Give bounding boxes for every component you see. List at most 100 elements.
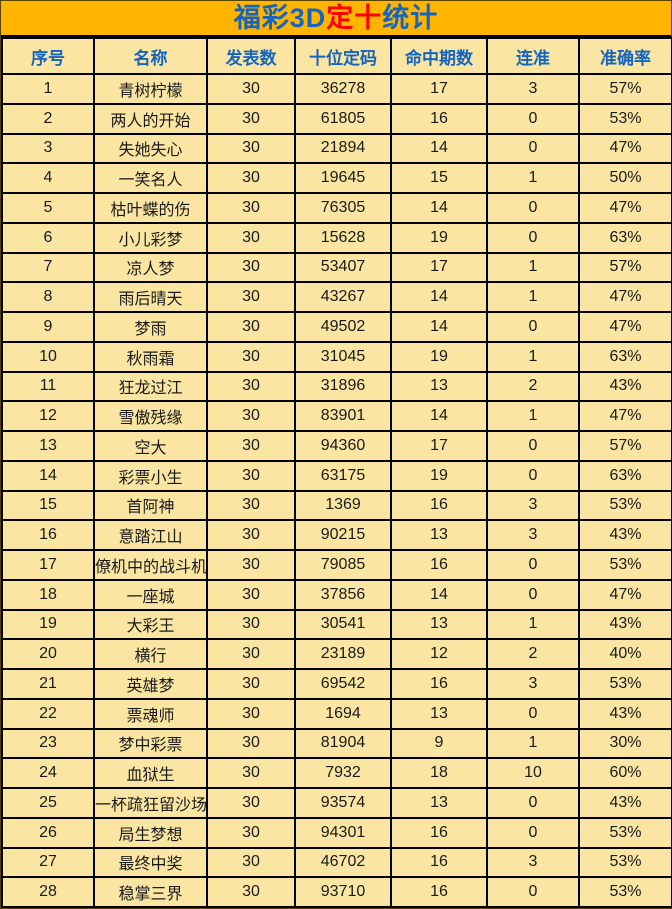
table-cell: 30 <box>206 192 296 224</box>
table-cell: 30 <box>206 340 296 373</box>
column-header: 准确率 <box>578 37 672 75</box>
table-cell: 93574 <box>294 787 392 819</box>
table-cell: 票魂师 <box>93 697 208 730</box>
table-cell: 30 <box>206 370 296 403</box>
table-cell: 19645 <box>294 162 392 194</box>
title-segment-dingshi: 定十 <box>326 3 383 33</box>
table-cell: 47% <box>578 192 672 224</box>
table-row: 7 凉人梦 30 53407 17 1 57% <box>1 251 672 284</box>
table-cell: 0 <box>486 459 580 492</box>
table-cell: 0 <box>486 192 580 224</box>
table-cell: 30541 <box>294 608 392 641</box>
column-header: 连准 <box>486 37 580 75</box>
table-cell: 17 <box>1 549 95 581</box>
table-row: 2 两人的开始 30 61805 16 0 53% <box>1 102 672 135</box>
table-cell: 30 <box>206 221 296 254</box>
table-cell: 14 <box>390 192 488 224</box>
table-cell: 30 <box>206 668 296 700</box>
table-cell: 0 <box>486 221 580 254</box>
table-cell: 47% <box>578 578 672 611</box>
table-cell: 20 <box>1 638 95 670</box>
table-cell: 18 <box>390 757 488 789</box>
table-cell: 狂龙过江 <box>93 370 208 403</box>
table-cell: 0 <box>486 816 580 849</box>
table-cell: 30 <box>206 787 296 819</box>
table-cell: 26 <box>1 816 95 849</box>
table-cell: 30 <box>206 727 296 760</box>
table-cell: 19 <box>390 459 488 492</box>
table-cell: 17 <box>390 73 488 105</box>
table-cell: 57% <box>578 73 672 105</box>
table-cell: 0 <box>486 311 580 343</box>
table-cell: 49502 <box>294 311 392 343</box>
column-header: 十位定码 <box>294 37 392 75</box>
table-cell: 14 <box>1 459 95 492</box>
table-cell: 53% <box>578 876 672 908</box>
table-cell: 横行 <box>93 638 208 670</box>
table-cell: 30 <box>206 608 296 641</box>
table-cell: 93710 <box>294 876 392 908</box>
table-cell: 22 <box>1 697 95 730</box>
table-cell: 8 <box>1 281 95 313</box>
table-cell: 7932 <box>294 757 392 789</box>
table-cell: 3 <box>486 668 580 700</box>
table-cell: 16 <box>1 519 95 551</box>
table-row: 12 雪傲残缘 30 83901 14 1 47% <box>1 400 672 432</box>
table-cell: 17 <box>390 251 488 284</box>
table-row: 3 失她失心 30 21894 14 0 47% <box>1 132 672 165</box>
table-cell: 3 <box>1 132 95 165</box>
table-cell: 3 <box>486 489 580 522</box>
table-cell: 16 <box>390 549 488 581</box>
table-cell: 枯叶蝶的伤 <box>93 192 208 224</box>
table-cell: 40% <box>578 638 672 670</box>
table-cell: 61805 <box>294 102 392 135</box>
stats-table: 序号 名称 发表数 十位定码 命中期数 连准 准确率 1 青树柠檬 30 36278 17 3 57% 2… <box>1 37 672 908</box>
table-row: 13 空大 30 94360 17 0 57% <box>1 430 672 462</box>
table-cell: 1369 <box>294 489 392 522</box>
column-header: 序号 <box>1 37 95 75</box>
table-row: 4 一笑名人 30 19645 15 1 50% <box>1 162 672 194</box>
table-cell: 1 <box>486 281 580 313</box>
table-cell: 90215 <box>294 519 392 551</box>
table-cell: 19 <box>390 221 488 254</box>
table-row: 26 局生梦想 30 94301 16 0 53% <box>1 816 672 849</box>
table-cell: 23 <box>1 727 95 760</box>
table-row: 24 血狱生 30 7932 18 10 60% <box>1 757 672 789</box>
table-cell: 1694 <box>294 697 392 730</box>
table-cell: 27 <box>1 846 95 879</box>
table-cell: 英雄梦 <box>93 668 208 700</box>
table-body: 1 青树柠檬 30 36278 17 3 57% 2 两人的开始 30 61805 16 0 53% 3 失她… <box>1 73 672 908</box>
table-cell: 43% <box>578 697 672 730</box>
table-cell: 16 <box>390 816 488 849</box>
table-cell: 28 <box>1 876 95 908</box>
table-cell: 30 <box>206 757 296 789</box>
column-header: 名称 <box>93 37 208 75</box>
table-row: 10 秋雨霜 30 31045 19 1 63% <box>1 340 672 373</box>
table-cell: 53% <box>578 846 672 879</box>
table-cell: 53% <box>578 102 672 135</box>
table-cell: 0 <box>486 876 580 908</box>
table-cell: 14 <box>390 311 488 343</box>
table-cell: 青树柠檬 <box>93 73 208 105</box>
table-cell: 0 <box>486 430 580 462</box>
table-cell: 43% <box>578 370 672 403</box>
table-cell: 4 <box>1 162 95 194</box>
table-cell: 30 <box>206 430 296 462</box>
table-cell: 1 <box>486 162 580 194</box>
table-cell: 47% <box>578 132 672 165</box>
table-cell: 3 <box>486 846 580 879</box>
table-cell: 30 <box>206 816 296 849</box>
table-cell: 雪傲残缘 <box>93 400 208 432</box>
table-cell: 53% <box>578 668 672 700</box>
table-cell: 0 <box>486 102 580 135</box>
table-cell: 30 <box>206 519 296 551</box>
table-cell: 46702 <box>294 846 392 879</box>
table-cell: 25 <box>1 787 95 819</box>
table-cell: 16 <box>390 102 488 135</box>
table-cell: 30 <box>206 311 296 343</box>
table-cell: 13 <box>390 608 488 641</box>
table-row: 11 狂龙过江 30 31896 13 2 43% <box>1 370 672 403</box>
table-cell: 30 <box>206 876 296 908</box>
table-cell: 30 <box>206 73 296 105</box>
